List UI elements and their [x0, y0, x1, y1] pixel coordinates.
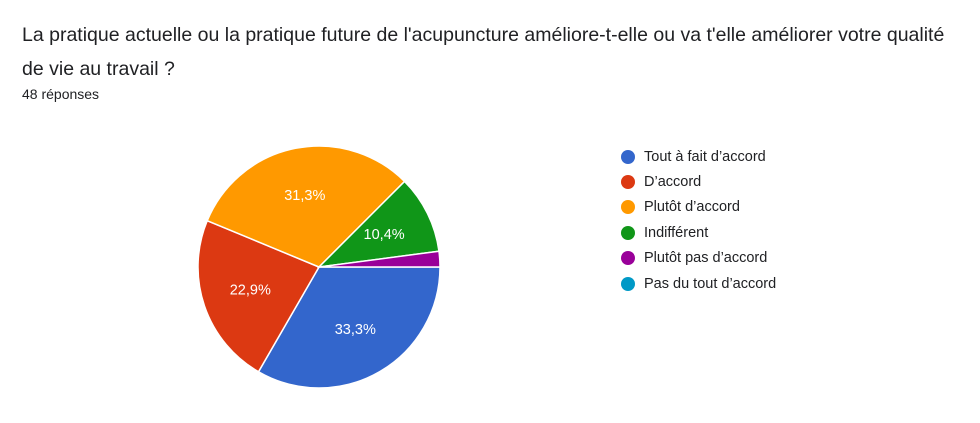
legend-item[interactable]: Tout à fait d’accord: [621, 144, 776, 169]
legend-item[interactable]: Pas du tout d’accord: [621, 271, 776, 296]
legend-item[interactable]: Plutôt pas d’accord: [621, 246, 776, 271]
pie-slice-3[interactable]: [206, 145, 406, 268]
legend-label: Pas du tout d’accord: [644, 275, 777, 292]
legend-label: D’accord: [644, 174, 702, 191]
slice-percent-label: 10,4%: [364, 227, 405, 243]
pie-slice-2[interactable]: [197, 219, 321, 373]
legend-label: Indifférent: [644, 224, 709, 241]
legend-item[interactable]: Indifférent: [621, 220, 776, 245]
legend-label: Plutôt pas d’accord: [644, 250, 768, 267]
legend-item[interactable]: Plutôt d’accord: [621, 195, 776, 220]
pie-slice-1[interactable]: [257, 266, 441, 389]
legend-swatch: [621, 225, 635, 240]
slice-percent-label: 33,3%: [335, 322, 376, 338]
legend: Tout à fait d’accord D’accord Plutôt d’acc…: [621, 144, 776, 296]
pie-slice-5[interactable]: [318, 250, 441, 268]
response-count: 48 réponses: [22, 86, 100, 102]
pie-slice-4[interactable]: [316, 180, 440, 269]
legend-swatch: [621, 276, 635, 291]
legend-swatch: [621, 175, 635, 190]
legend-swatch: [621, 149, 635, 164]
legend-label: Tout à fait d’accord: [644, 148, 766, 165]
question-title: La pratique actuelle ou la pratique futu…: [22, 24, 945, 80]
legend-swatch: [621, 200, 635, 215]
slice-percent-label: 22,9%: [230, 282, 271, 298]
legend-swatch: [621, 251, 635, 266]
legend-label: Plutôt d’accord: [644, 199, 740, 216]
legend-item[interactable]: D’accord: [621, 169, 776, 194]
slice-percent-label: 31,3%: [284, 188, 325, 204]
